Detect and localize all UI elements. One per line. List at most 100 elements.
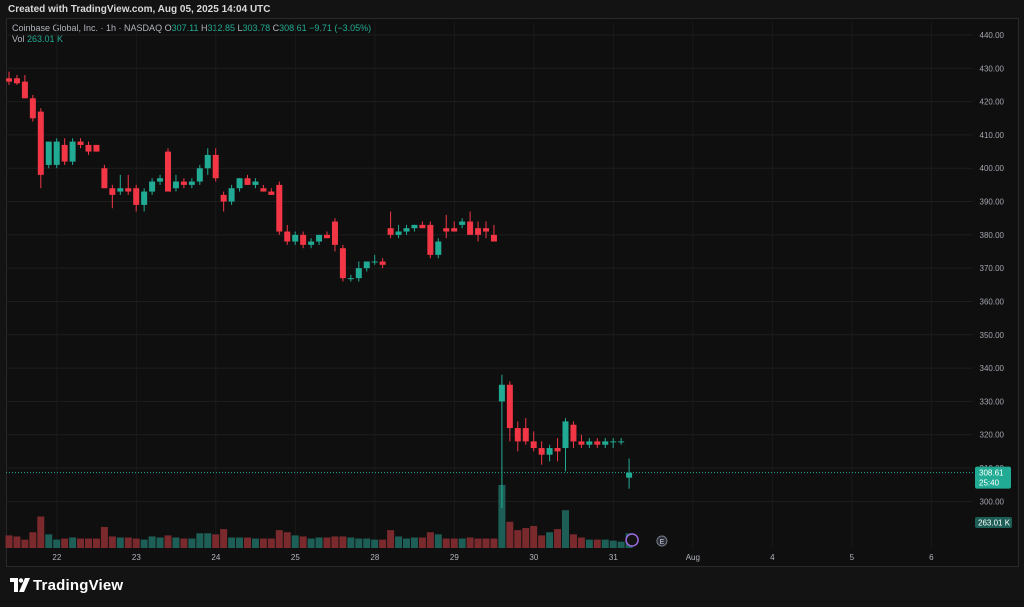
x-tick-label: 22	[52, 553, 61, 562]
candle-body	[578, 441, 585, 445]
volume-bar	[156, 537, 164, 548]
volume-bar	[188, 538, 196, 548]
volume-bar	[482, 538, 490, 548]
x-tick-label: 30	[529, 553, 538, 562]
volume-bar	[538, 535, 546, 548]
volume-bar	[259, 538, 267, 548]
candle-body	[602, 441, 609, 445]
candle-body	[546, 448, 553, 455]
volume-bar	[53, 539, 61, 548]
candle-body	[188, 181, 195, 185]
close-label: C	[272, 23, 280, 33]
candle-body	[562, 421, 569, 449]
candle-body	[117, 188, 124, 192]
top-bar: Created with TradingView.com, Aug 05, 20…	[0, 0, 1024, 18]
candle-body	[514, 428, 521, 442]
candle-body	[77, 141, 84, 145]
candle-body	[395, 231, 402, 235]
volume-bar	[315, 537, 323, 548]
volume-bar	[108, 536, 116, 548]
volume-bar	[442, 538, 450, 548]
volume-bar	[490, 538, 498, 548]
candle-body	[610, 441, 617, 443]
volume-bar	[251, 538, 259, 548]
footer	[0, 567, 1024, 607]
candle-body	[196, 168, 203, 182]
volume-bar	[140, 539, 148, 548]
volume-label: Vol	[12, 34, 25, 44]
volume-bar	[339, 536, 347, 548]
volume-bar	[355, 538, 363, 548]
volume-bar	[5, 535, 13, 548]
candle-body	[180, 181, 187, 185]
low-value: 303.78	[242, 23, 271, 33]
volume-bar	[410, 537, 418, 548]
volume-bar	[291, 535, 299, 548]
volume-bar	[466, 537, 474, 548]
volume-bar	[61, 538, 69, 548]
y-tick-label: 380.00	[980, 231, 1005, 240]
volume-bar	[220, 529, 228, 548]
price-chart[interactable]: 440.00 430.00 420.00 410.00 400.00 390.00 380.…	[0, 0, 1024, 567]
candle-body	[586, 441, 593, 445]
candle-body	[626, 472, 633, 478]
candle-body	[69, 141, 76, 162]
volume-bar	[283, 532, 291, 548]
volume-bar	[196, 533, 204, 548]
volume-legend: Vol 263.01 K	[12, 34, 63, 44]
candle-body	[157, 178, 164, 182]
volume-bar	[236, 537, 244, 548]
y-tick-label: 300.00	[980, 497, 1005, 506]
high-value: 312.85	[207, 23, 236, 33]
y-tick-label: 340.00	[980, 364, 1005, 373]
y-tick-label: 420.00	[980, 98, 1005, 107]
volume-bar	[371, 539, 379, 548]
volume-bar	[585, 539, 593, 548]
y-tick-label: 360.00	[980, 297, 1005, 306]
volume-bar	[100, 527, 108, 548]
volume-bar	[180, 538, 188, 548]
candle-body	[403, 228, 410, 232]
volume-bar	[379, 539, 387, 548]
x-tick-label: 23	[132, 553, 141, 562]
volume-bar	[212, 534, 220, 548]
candle-body	[93, 144, 100, 152]
volume-bar	[228, 537, 236, 548]
volume-bar	[323, 537, 331, 548]
candle-body	[276, 184, 283, 232]
candle-body	[459, 221, 466, 225]
volume-bar	[601, 539, 609, 548]
candle-body	[61, 144, 68, 162]
volume-bar	[275, 530, 283, 548]
volume-bar	[458, 538, 466, 548]
symbol-name: Coinbase Global, Inc. · 1h · NASDAQ	[12, 23, 163, 33]
x-tick-label: 28	[370, 553, 379, 562]
volume-bar	[474, 538, 482, 548]
chart-pane[interactable]	[6, 18, 1019, 567]
candle-body	[228, 188, 235, 202]
volume-bar	[593, 539, 601, 548]
x-tick-label: 29	[450, 553, 459, 562]
volume-bar	[522, 528, 530, 548]
volume-bar	[69, 537, 77, 548]
volume-bar	[562, 510, 569, 548]
volume-bar	[85, 538, 92, 548]
volume-bar	[418, 537, 426, 548]
candle-body	[411, 224, 418, 229]
x-tick-label: 6	[929, 553, 934, 562]
candle-body	[149, 181, 156, 192]
candle-body	[252, 181, 259, 185]
candle-body	[618, 441, 625, 443]
tradingview-logo-icon	[10, 578, 30, 592]
candle-body	[419, 224, 426, 229]
volume-bar	[450, 538, 458, 548]
candle-body	[522, 428, 529, 442]
candle-body	[451, 228, 458, 232]
candle-body	[53, 141, 60, 165]
candle-body	[483, 228, 489, 232]
volume-bar	[148, 536, 156, 548]
y-tick-label: 410.00	[980, 131, 1005, 140]
volume-bar	[132, 538, 140, 548]
volume-bar	[554, 529, 562, 548]
volume-bar	[299, 536, 307, 548]
